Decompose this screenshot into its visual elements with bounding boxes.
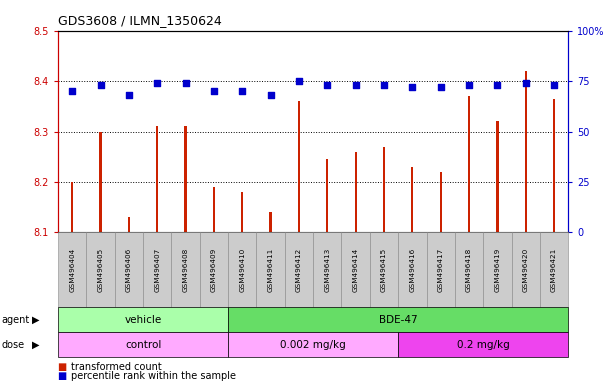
- Text: ▶: ▶: [32, 314, 39, 325]
- Bar: [525, 71, 527, 232]
- Text: agent: agent: [1, 314, 29, 325]
- Point: [266, 92, 276, 98]
- Point: [238, 88, 247, 94]
- Text: GSM496416: GSM496416: [409, 248, 415, 292]
- Text: GSM496412: GSM496412: [296, 248, 302, 292]
- Point: [492, 82, 502, 88]
- Bar: [439, 172, 442, 232]
- Point: [464, 82, 474, 88]
- Bar: [241, 192, 243, 232]
- Bar: [71, 182, 73, 232]
- Text: ▶: ▶: [32, 339, 39, 350]
- Point: [294, 78, 304, 84]
- Point: [323, 82, 332, 88]
- Point: [67, 88, 77, 94]
- Text: 0.002 mg/kg: 0.002 mg/kg: [280, 339, 346, 350]
- Bar: [185, 126, 187, 232]
- Bar: [496, 121, 499, 232]
- Text: GSM496407: GSM496407: [154, 248, 160, 292]
- Bar: [156, 126, 158, 232]
- Text: GDS3608 / ILMN_1350624: GDS3608 / ILMN_1350624: [58, 14, 222, 27]
- Text: transformed count: transformed count: [71, 361, 163, 372]
- Bar: [383, 147, 385, 232]
- Text: GSM496420: GSM496420: [523, 248, 529, 292]
- Bar: [298, 101, 300, 232]
- Text: dose: dose: [1, 339, 24, 350]
- Bar: [128, 217, 130, 232]
- Text: percentile rank within the sample: percentile rank within the sample: [71, 371, 236, 381]
- Text: BDE-47: BDE-47: [379, 314, 417, 325]
- Text: ■: ■: [58, 371, 70, 381]
- Text: GSM496413: GSM496413: [324, 248, 331, 292]
- Point: [124, 92, 134, 98]
- Text: 0.2 mg/kg: 0.2 mg/kg: [457, 339, 510, 350]
- Point: [152, 80, 162, 86]
- Point: [408, 84, 417, 90]
- Bar: [326, 159, 329, 232]
- Text: GSM496414: GSM496414: [353, 248, 359, 292]
- Text: GSM496411: GSM496411: [268, 248, 274, 292]
- Text: GSM496405: GSM496405: [98, 248, 103, 292]
- Text: GSM496404: GSM496404: [69, 248, 75, 292]
- Point: [379, 82, 389, 88]
- Text: GSM496417: GSM496417: [437, 248, 444, 292]
- Text: GSM496419: GSM496419: [494, 248, 500, 292]
- Text: GSM496418: GSM496418: [466, 248, 472, 292]
- Text: control: control: [125, 339, 161, 350]
- Point: [209, 88, 219, 94]
- Bar: [468, 96, 470, 232]
- Bar: [213, 187, 215, 232]
- Text: GSM496406: GSM496406: [126, 248, 132, 292]
- Text: GSM496408: GSM496408: [183, 248, 189, 292]
- Point: [181, 80, 191, 86]
- Bar: [354, 152, 357, 232]
- Text: GSM496409: GSM496409: [211, 248, 217, 292]
- Point: [549, 82, 559, 88]
- Text: GSM496410: GSM496410: [240, 248, 245, 292]
- Point: [521, 80, 530, 86]
- Text: ■: ■: [58, 361, 70, 372]
- Bar: [411, 167, 414, 232]
- Text: GSM496415: GSM496415: [381, 248, 387, 292]
- Point: [436, 84, 445, 90]
- Bar: [269, 212, 272, 232]
- Text: vehicle: vehicle: [125, 314, 162, 325]
- Bar: [100, 132, 101, 232]
- Text: GSM496421: GSM496421: [551, 248, 557, 292]
- Point: [351, 82, 360, 88]
- Bar: [553, 99, 555, 232]
- Point: [96, 82, 106, 88]
